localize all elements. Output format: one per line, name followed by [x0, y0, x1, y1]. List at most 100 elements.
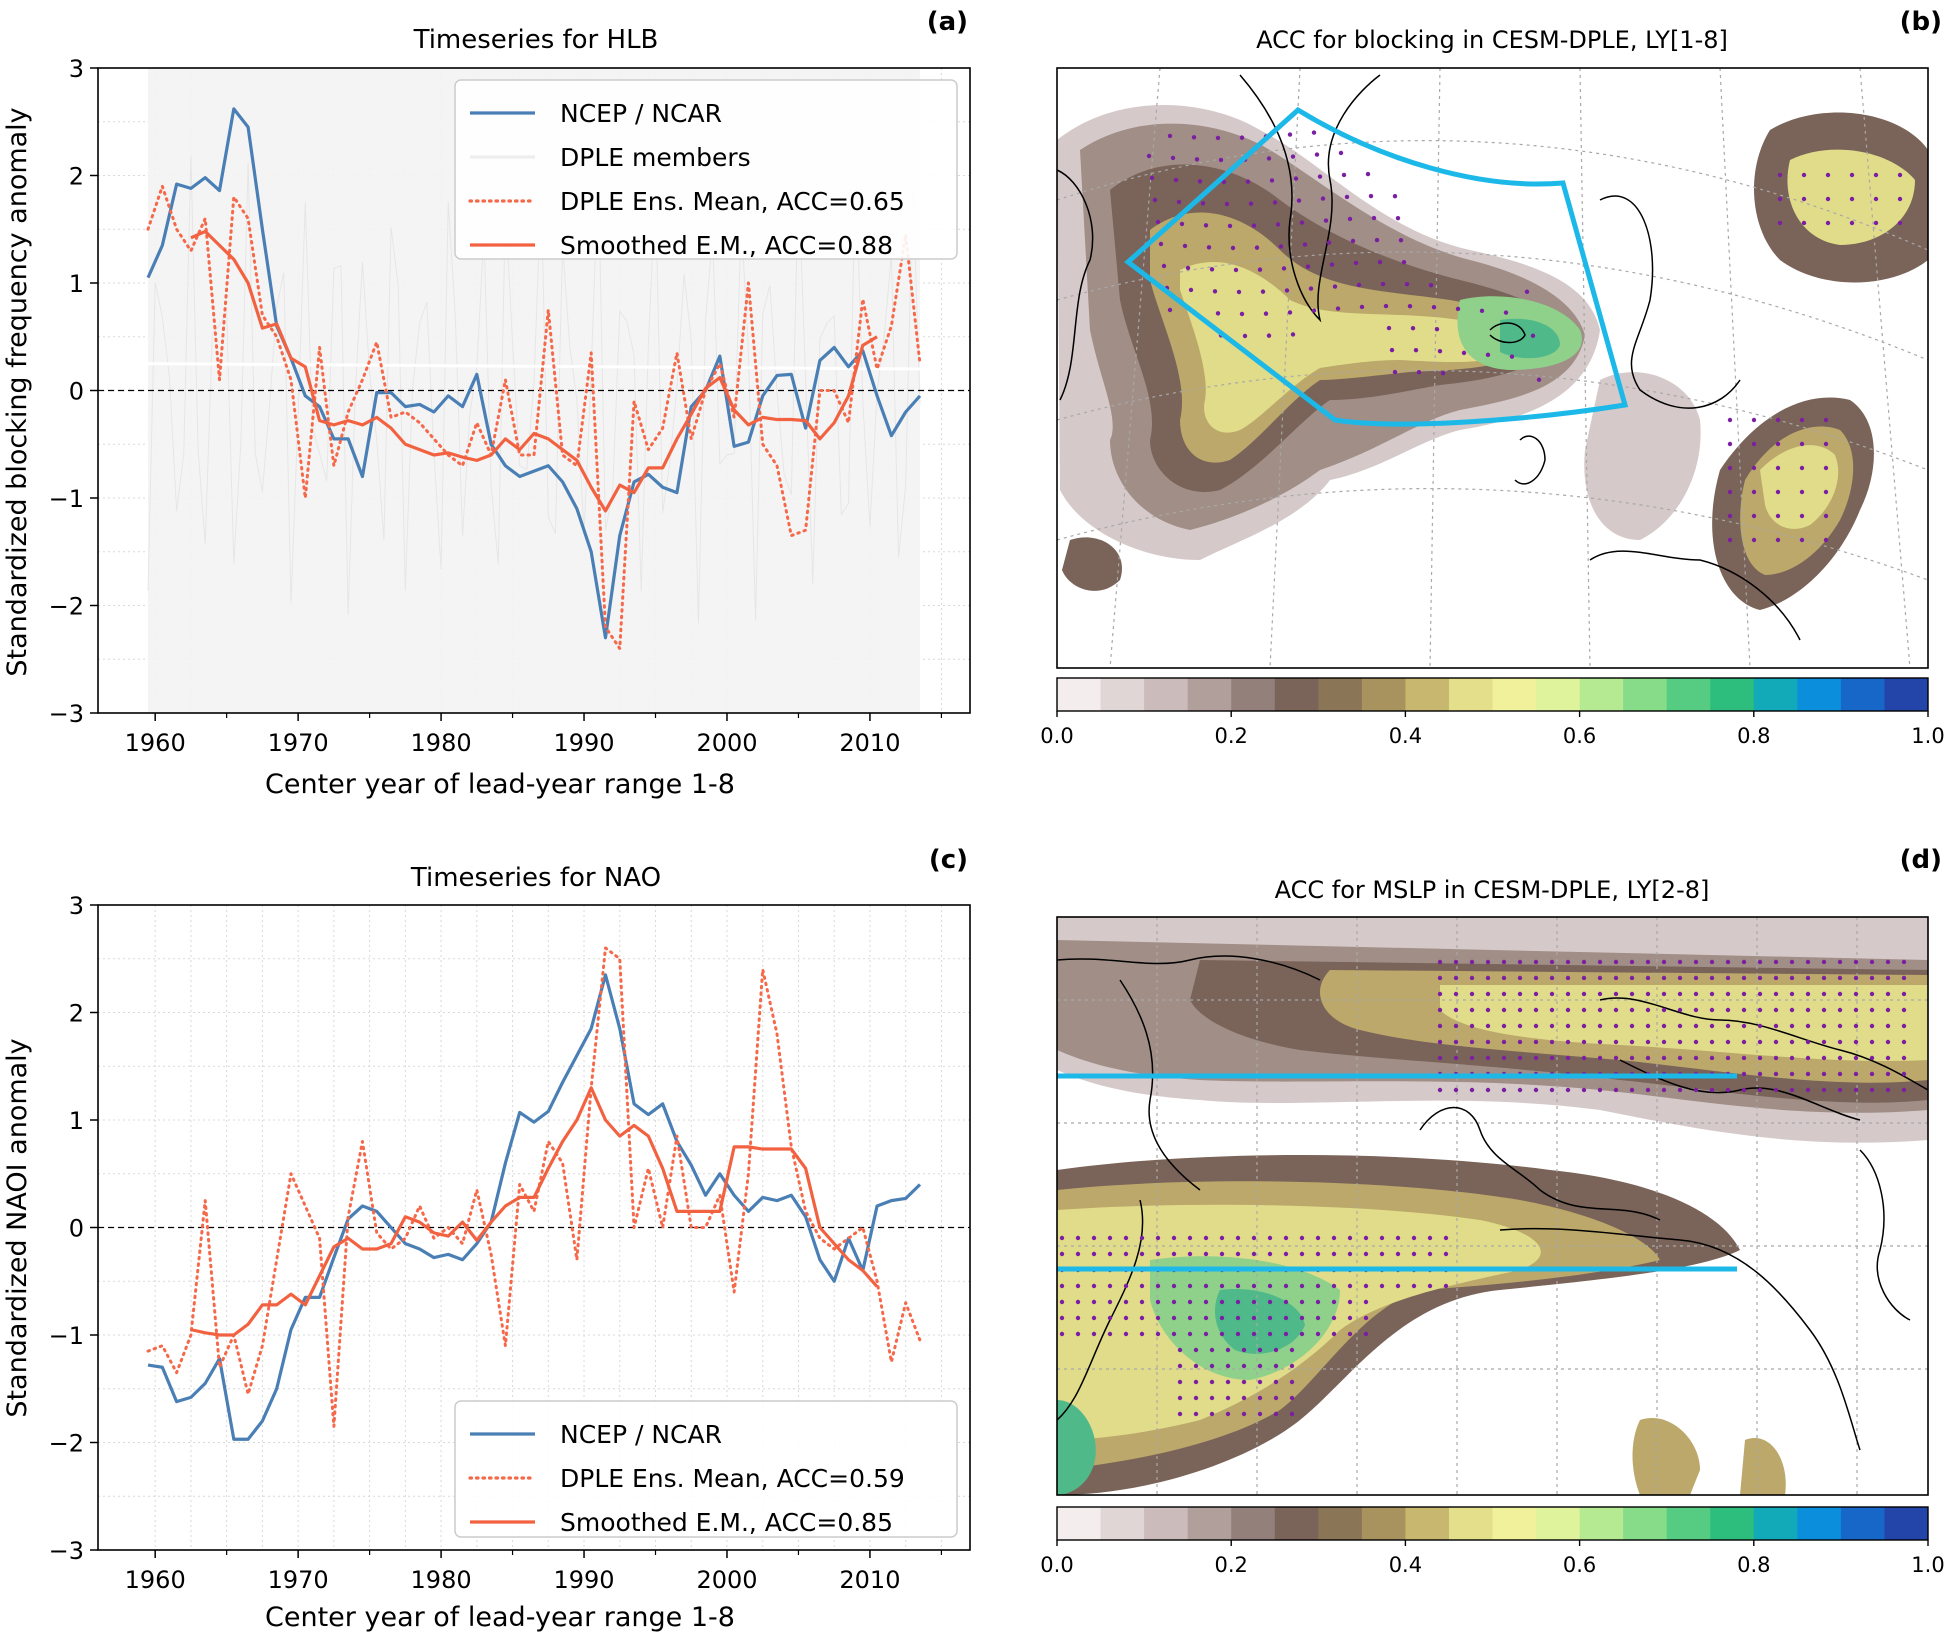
stipple-dot: [1225, 1347, 1231, 1353]
stipple-dot: [1395, 1283, 1401, 1289]
stipple-dot: [1273, 1363, 1279, 1369]
stipple-dot: [1885, 1039, 1891, 1045]
stipple-dot: [1725, 991, 1731, 997]
stipple-dot: [1380, 281, 1386, 287]
stipple-dot: [1386, 325, 1392, 331]
panel-c-ticks: 1960 1970 1980 1990 2000 2010 −3 −2 −1 0 1 2 3: [49, 892, 943, 1594]
panel-d-frame: [1056, 916, 1929, 1496]
stipple-dot: [1317, 174, 1323, 179]
colorbar-tick-label: 1.0: [1911, 724, 1944, 748]
y-tick-label: −1: [49, 485, 84, 513]
stipple-dot: [1059, 1331, 1065, 1337]
stipple-dot: [1171, 1235, 1177, 1241]
stipple-dot: [1461, 350, 1467, 356]
stipple-dot: [1059, 1315, 1065, 1321]
stipple-dot: [1413, 347, 1419, 353]
stipple-dot: [1757, 991, 1763, 997]
stipple-dot: [1709, 975, 1715, 981]
stipple-dot: [1155, 1299, 1161, 1305]
stipple-dot: [1885, 975, 1891, 981]
stipple-dot: [1329, 262, 1335, 267]
stipple-dot: [1323, 218, 1329, 223]
colorbar-cell: [1753, 678, 1798, 711]
y-tick-label: −3: [49, 1537, 84, 1565]
stipple-dot: [1533, 1023, 1539, 1029]
stipple-dot: [1331, 1331, 1337, 1337]
stipple-dot: [1299, 1251, 1305, 1257]
member-mean-line: [148, 362, 920, 371]
colorbar-frame: [1056, 677, 1929, 712]
stipple-dot: [1404, 281, 1410, 287]
stipple-dot: [1177, 1379, 1183, 1385]
stipple-dot: [1219, 1315, 1225, 1321]
stipple-dot: [1177, 1347, 1183, 1353]
stipple-dot: [1805, 959, 1811, 965]
stipple-dot: [1383, 303, 1389, 309]
stipple-dot: [1677, 1023, 1683, 1029]
stipple-dot: [1629, 975, 1635, 981]
stipple-dot: [1188, 287, 1194, 293]
stipple-dot: [1278, 244, 1284, 249]
stipple-dot: [1629, 1007, 1635, 1013]
stipple-dot: [1549, 1007, 1555, 1013]
stipple-dot: [1517, 1007, 1523, 1013]
legend-label: Smoothed E.M., ACC=0.85: [560, 1508, 893, 1537]
stipple-dot: [1227, 223, 1233, 229]
stipple-dot: [1805, 975, 1811, 981]
stipple-dot: [1453, 1023, 1459, 1029]
stipple-dot: [1221, 179, 1227, 185]
stipple-dot: [1693, 1007, 1699, 1013]
stipple-dot: [1225, 1379, 1231, 1385]
stipple-dot: [1283, 1315, 1289, 1321]
stipple-dot: [1869, 1007, 1875, 1013]
stipple-dot: [1677, 1087, 1683, 1093]
stipple-dot: [1885, 1055, 1891, 1061]
stipple-dot: [1693, 1087, 1699, 1093]
stipple-dot: [1725, 1007, 1731, 1013]
stipple-dot: [1167, 133, 1173, 139]
stipple-dot: [1075, 1283, 1081, 1289]
stipple-dot: [1533, 1087, 1539, 1093]
stipple-dot: [1789, 1087, 1795, 1093]
stipple-dot: [1741, 1055, 1747, 1061]
stipple-dot: [1825, 172, 1831, 178]
y-tick-label: 0: [69, 1215, 84, 1243]
stipple-dot: [1440, 370, 1446, 376]
stipple-dot: [1139, 1315, 1145, 1321]
stipple-dot: [1757, 1039, 1763, 1045]
stipple-dot: [1901, 1039, 1907, 1045]
colorbar-cell: [1144, 1507, 1189, 1540]
stipple-dot: [1209, 1395, 1215, 1401]
stipple-dot: [1661, 1007, 1667, 1013]
stipple-dot: [1613, 975, 1619, 981]
stipple-dot: [1219, 1235, 1225, 1241]
stipple-dot: [1789, 1055, 1795, 1061]
stipple-dot: [1239, 135, 1245, 140]
stipple-dot: [1469, 1039, 1475, 1045]
stipple-dot: [1235, 1315, 1241, 1321]
stipple-dot: [1805, 991, 1811, 997]
stipple-dot: [1849, 220, 1855, 226]
stipple-dot: [1225, 1395, 1231, 1401]
stipple-dot: [1549, 991, 1555, 997]
stipple-dot: [1885, 991, 1891, 997]
legend-box: [454, 79, 958, 260]
panel-b-colorbar: 0.0 0.2 0.4 0.6 0.8 1.0: [1040, 677, 1945, 748]
stipple-dot: [1677, 959, 1683, 965]
stipple-dot: [1242, 333, 1248, 339]
stipple-dot: [1853, 991, 1859, 997]
stipple-dot: [1299, 220, 1305, 225]
stipple-dot: [1203, 1283, 1209, 1289]
stipple-dot: [1091, 1235, 1097, 1241]
stipple-dot: [1741, 1007, 1747, 1013]
stipple-dot: [1801, 220, 1807, 226]
stipple-dot: [1453, 991, 1459, 997]
x-tick-label: 1960: [125, 1566, 186, 1594]
stipple-dot: [1251, 223, 1257, 228]
colorbar-cell: [1840, 678, 1885, 711]
panel-a-ylabel: Standardized blocking frequency anomaly: [2, 107, 33, 676]
stipple-dot: [1161, 263, 1167, 269]
stipple-dot: [1661, 1039, 1667, 1045]
stipple-dot: [1155, 1315, 1161, 1321]
stipple-dot: [1428, 282, 1434, 288]
